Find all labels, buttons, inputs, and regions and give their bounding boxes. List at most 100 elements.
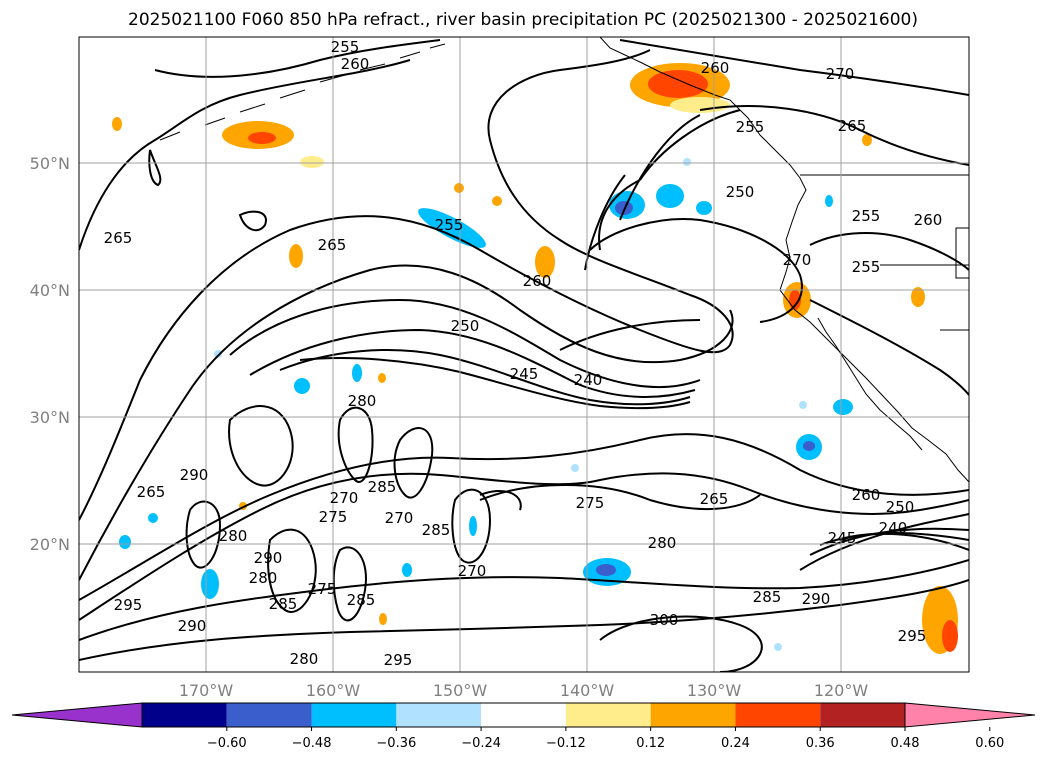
longitude-labels: 170°W 160°W 150°W 140°W 130°W 120°W [179, 681, 869, 700]
colorbar-tick-label: −0.24 [461, 736, 501, 751]
contour-label: 285 [269, 595, 298, 613]
contour-label: 260 [523, 272, 552, 290]
colorbar-tick-label: 0.60 [975, 736, 1004, 751]
contour-label: 285 [368, 478, 397, 496]
colorbar-segment [142, 703, 227, 727]
lat-label-50n: 50°N [30, 154, 70, 173]
contour-label: 300 [650, 611, 679, 629]
colorbar-segment [481, 703, 566, 727]
contour-label: 260 [852, 486, 881, 504]
contour-label: 260 [341, 55, 370, 73]
colorbar-outline [141, 702, 906, 728]
contour-label: 290 [254, 549, 283, 567]
lon-label-130w: 130°W [687, 681, 742, 700]
contour-label: 255 [852, 207, 881, 225]
colorbar-tick-label: −0.48 [292, 736, 332, 751]
precip-positive-aleutian [222, 121, 324, 168]
contour-label: 245 [828, 529, 857, 547]
contour-label: 280 [648, 534, 677, 552]
precip-positive-alaska [630, 63, 730, 113]
contour-label: 295 [384, 651, 413, 669]
colorbar-segment [820, 703, 905, 727]
contour-label: 250 [886, 498, 915, 516]
colorbar-segment [565, 703, 651, 727]
colorbar-tick-label: −0.36 [376, 736, 416, 751]
precip-negative-gulf [418, 184, 712, 248]
colorbar-segment [311, 703, 397, 727]
alaska-coast [599, 37, 969, 483]
contour-label: 270 [458, 562, 487, 580]
contour-label: 240 [879, 519, 908, 537]
contour-label: 245 [510, 365, 539, 383]
colorbar-extend-max [904, 702, 1036, 728]
contour-labels: 255 260 260 270 255 265 250 255 260 265 … [104, 38, 943, 669]
colorbar-tick-label: 0.48 [891, 736, 920, 751]
lat-label-40n: 40°N [30, 281, 70, 300]
contour-label: 265 [318, 236, 347, 254]
contour-label: 240 [574, 371, 603, 389]
contour-label: 265 [104, 229, 133, 247]
contour-label: 255 [331, 38, 360, 56]
contour-label: 265 [700, 490, 729, 508]
contour-label: 265 [137, 483, 166, 501]
colorbar-segment [735, 703, 821, 727]
contour-label: 270 [385, 509, 414, 527]
colorbar-segment [396, 703, 482, 727]
contour-label: 275 [319, 508, 348, 526]
colorbar-tick-label: −0.12 [546, 736, 586, 751]
colorbar-tick-label: 0.24 [721, 736, 750, 751]
colorbar-tick-label: 0.36 [806, 736, 835, 751]
contour-label: 285 [422, 521, 451, 539]
contour-label: 260 [701, 59, 730, 77]
contour-label: 260 [914, 211, 943, 229]
lon-label-120w: 120°W [814, 681, 869, 700]
colorbar: −0.60 −0.48 −0.36 −0.24 −0.12 0.12 0.24 0.36 0.4… [11, 702, 1036, 751]
precip-shading [112, 63, 958, 654]
baja-coast [817, 317, 923, 451]
contour-label: 290 [180, 466, 209, 484]
colorbar-segment [650, 703, 736, 727]
contour-label: 265 [838, 117, 867, 135]
map-title: 2025021100 F060 850 hPa refract., river … [128, 10, 918, 30]
lat-label-20n: 20°N [30, 535, 70, 554]
contour-label: 255 [852, 258, 881, 276]
contour-label: 285 [753, 588, 782, 606]
border-lines [800, 174, 969, 331]
lon-label-160w: 160°W [306, 681, 361, 700]
latitude-labels: 50°N 40°N 30°N 20°N [30, 154, 70, 554]
colorbar-segments [11, 702, 1036, 728]
contour-label: 280 [290, 650, 319, 668]
contour-label: 280 [219, 527, 248, 545]
contour-label: 295 [898, 627, 927, 645]
contour-label: 290 [178, 617, 207, 635]
aleutian-chain [159, 43, 446, 141]
contour-label: 255 [435, 216, 464, 234]
contour-label: 250 [451, 317, 480, 335]
contour-label: 275 [576, 494, 605, 512]
contour-label: 270 [330, 489, 359, 507]
precip-positive-misc [112, 117, 958, 654]
contour-label: 295 [114, 596, 143, 614]
contour-label: 255 [736, 118, 765, 136]
map-frame [78, 36, 970, 673]
lon-label-150w: 150°W [433, 681, 488, 700]
refractivity-contours [79, 39, 969, 672]
contour-label: 280 [348, 392, 377, 410]
colorbar-ticks: −0.60 −0.48 −0.36 −0.24 −0.12 0.12 0.24 0.36 0.4… [207, 727, 1004, 751]
contour-label: 250 [726, 183, 755, 201]
contour-label: 270 [783, 251, 812, 269]
contour-label: 270 [826, 65, 855, 83]
colorbar-tick-label: −0.60 [207, 736, 247, 751]
colorbar-extend-min [11, 702, 143, 728]
lat-label-30n: 30°N [30, 408, 70, 427]
colorbar-segment [226, 703, 312, 727]
graticule [79, 37, 969, 672]
lon-label-140w: 140°W [560, 681, 615, 700]
contour-label: 280 [249, 569, 278, 587]
colorbar-tick-label: 0.12 [636, 736, 665, 751]
contour-label: 275 [308, 580, 337, 598]
lon-label-170w: 170°W [179, 681, 234, 700]
contour-label: 290 [802, 590, 831, 608]
contour-label: 285 [347, 591, 376, 609]
